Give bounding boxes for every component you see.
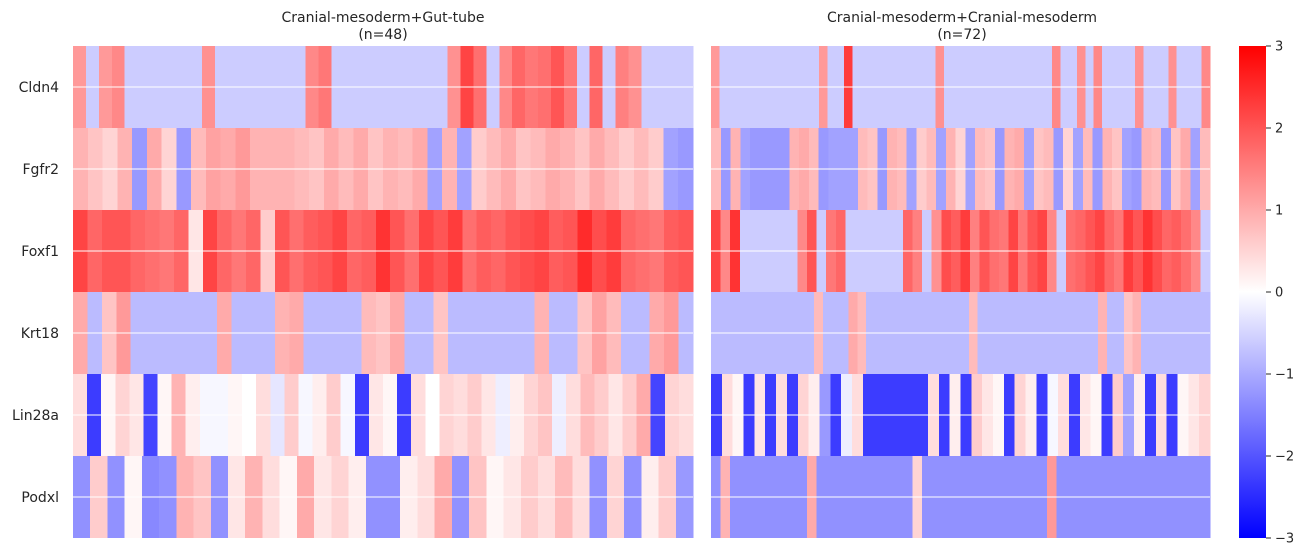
panel-title: Cranial-mesoderm+Gut-tube: [281, 10, 484, 26]
colorbar-tick-label: −1: [1275, 368, 1294, 383]
colorbar-tick-label: −2: [1275, 450, 1294, 465]
heatmap-cells: [73, 46, 694, 538]
colorbar-tick-label: 1: [1275, 204, 1283, 219]
colorbar-gradient: [1239, 46, 1266, 538]
gene-label: Podxl: [21, 490, 59, 506]
heatmap-panel-gut-tube: Cranial-mesoderm+Gut-tube (n=48): [73, 10, 694, 538]
colorbar-tick-label: 2: [1275, 122, 1283, 137]
colorbar-tick-label: −3: [1275, 532, 1294, 547]
gene-label: Krt18: [21, 326, 59, 342]
gene-axis: Cldn4 Fgfr2 Foxf1 Krt18 Lin28a Podxl: [12, 80, 59, 506]
gene-label: Fgfr2: [22, 162, 59, 178]
colorbar-tick-label: 3: [1275, 40, 1283, 55]
panel-subtitle: (n=72): [937, 27, 986, 43]
heatmap-panel-cranial-mesoderm: Cranial-mesoderm+Cranial-mesoderm (n=72): [711, 10, 1211, 538]
heatmap-cells: [711, 46, 1211, 538]
gene-label: Foxf1: [21, 244, 59, 260]
gene-label: Cldn4: [19, 80, 59, 96]
colorbar-tick-label: 0: [1275, 286, 1283, 301]
panel-subtitle: (n=48): [358, 27, 407, 43]
colorbar: −3 −2 −1 0 1 2 3: [1239, 40, 1294, 547]
gene-label: Lin28a: [12, 408, 59, 424]
panel-title: Cranial-mesoderm+Cranial-mesoderm: [827, 10, 1097, 26]
colorbar-ticks: −3 −2 −1 0 1 2 3: [1266, 40, 1294, 547]
